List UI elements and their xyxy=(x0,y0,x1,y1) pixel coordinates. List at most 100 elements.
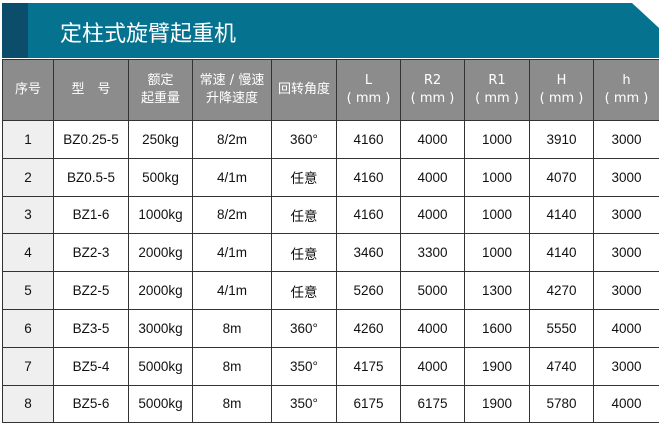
header-label: 额定 xyxy=(147,73,174,88)
table-cell: 5550 xyxy=(529,308,594,348)
header-label: ( mm ) xyxy=(539,91,584,106)
table-cell: 1900 xyxy=(464,384,530,424)
header-label: 起重量 xyxy=(140,91,180,106)
column-header: H ( mm ) xyxy=(529,59,594,121)
header-label: L xyxy=(364,73,373,88)
table-cell: 8m xyxy=(192,308,272,348)
table-cell: 350° xyxy=(271,384,337,424)
table-cell: 3910 xyxy=(529,120,594,159)
column-header: 序号 xyxy=(2,59,54,121)
page-title: 定柱式旋臂起重机 xyxy=(60,22,237,47)
title-banner: 定柱式旋臂起重机 xyxy=(2,3,659,58)
banner-strip xyxy=(2,3,28,58)
table-cell: 3000kg xyxy=(128,308,193,348)
table-cell: 2000kg xyxy=(128,271,193,310)
table-cell: 5000kg xyxy=(128,384,193,424)
table-cell: BZ0.5-5 xyxy=(53,157,129,197)
table-cell: 4 xyxy=(2,233,54,273)
table-cell: 4175 xyxy=(336,346,401,386)
table-cell: BZ5-6 xyxy=(53,384,129,424)
table-cell: 4000 xyxy=(593,308,659,348)
table-cell: 3000 xyxy=(593,157,659,197)
table-cell: 1300 xyxy=(464,271,530,310)
table-cell: 4260 xyxy=(336,308,401,348)
column-header: 回转角度 xyxy=(271,59,337,121)
column-header: h ( mm ) xyxy=(593,59,659,121)
table-cell: 1900 xyxy=(464,346,530,386)
table-cell: 6175 xyxy=(336,384,401,424)
header-label: 型 号 xyxy=(71,82,111,97)
table-cell: 4000 xyxy=(400,346,465,386)
table-cell: 4270 xyxy=(529,271,594,310)
table-cell: 4070 xyxy=(529,157,594,197)
table-cell: 6175 xyxy=(400,384,465,424)
table-cell: BZ0.25-5 xyxy=(53,120,129,159)
column-header: 型 号 xyxy=(53,59,129,121)
table-cell: BZ2-5 xyxy=(53,271,129,310)
table-row: 8 BZ5-6 5000kg 8m 350° 6175 6175 1900 5780 4000 xyxy=(2,384,659,424)
table-cell: 任意 xyxy=(271,157,337,197)
table-cell: 360° xyxy=(271,120,337,159)
table-cell: 1000 xyxy=(464,233,530,273)
table-row: 2 BZ0.5-5 500kg 4/1m 任意 4160 4000 1000 4070 3000 xyxy=(2,157,659,197)
table-row: 5 BZ2-5 2000kg 4/1m 任意 5260 5000 1300 4270 3000 xyxy=(2,271,659,310)
table-cell: 8m xyxy=(192,346,272,386)
table-cell: 任意 xyxy=(271,233,337,273)
header-label: 常速 / 慢速 xyxy=(199,73,265,88)
table-cell: 3460 xyxy=(336,233,401,273)
table-cell: 8 xyxy=(2,384,54,424)
table-cell: 3000 xyxy=(593,195,659,235)
header-label: ( mm ) xyxy=(604,91,649,106)
table-cell: 3 xyxy=(2,195,54,235)
table-row: 6 BZ3-5 3000kg 8m 360° 4260 4000 1600 5550 4000 xyxy=(2,308,659,348)
table-cell: 5 xyxy=(2,271,54,310)
table-cell: 5260 xyxy=(336,271,401,310)
table-cell: 1000kg xyxy=(128,195,193,235)
table-cell: 任意 xyxy=(271,271,337,310)
table-cell: 4740 xyxy=(529,346,594,386)
table-cell: 4160 xyxy=(336,157,401,197)
header-label: R1 xyxy=(488,73,506,88)
column-header: 额定 起重量 xyxy=(128,59,193,121)
table-cell: 4000 xyxy=(400,157,465,197)
table-cell: 3000 xyxy=(593,346,659,386)
table-cell: 8/2m xyxy=(192,195,272,235)
table-cell: 4000 xyxy=(400,308,465,348)
table-cell: 5000 xyxy=(400,271,465,310)
table-cell: 4160 xyxy=(336,120,401,159)
table-cell: 4000 xyxy=(400,120,465,159)
table-cell: 4140 xyxy=(529,233,594,273)
table-cell: 8/2m xyxy=(192,120,272,159)
table-cell: 4/1m xyxy=(192,157,272,197)
column-header: R2 ( mm ) xyxy=(400,59,465,121)
table-cell: 4000 xyxy=(400,195,465,235)
table-cell: 4/1m xyxy=(192,233,272,273)
header-row: 序号型 号额定 起重量 常速 / 慢速 升降速度 回转角度 L( mm ) R2( mm )… xyxy=(2,59,659,121)
table-cell: 8m xyxy=(192,384,272,424)
column-header: L ( mm ) xyxy=(336,59,401,121)
table-cell: BZ5-4 xyxy=(53,346,129,386)
header-label: 序号 xyxy=(14,82,41,97)
table-row: 7 BZ5-4 5000kg 8m 350° 4175 4000 1900 4740 3000 xyxy=(2,346,659,386)
table-cell: 4140 xyxy=(529,195,594,235)
header-label: H xyxy=(556,73,567,88)
table-cell: 3000 xyxy=(593,271,659,310)
table-cell: 5780 xyxy=(529,384,594,424)
table-cell: 250kg xyxy=(128,120,193,159)
spec-table: 序号型 号额定 起重量 常速 / 慢速 升降速度 回转角度 L( mm ) R2( mm )… xyxy=(2,59,659,424)
table-cell: 4/1m xyxy=(192,271,272,310)
table-cell: 350° xyxy=(271,346,337,386)
header-label: 升降速度 xyxy=(205,91,258,106)
table-cell: 1 xyxy=(2,120,54,159)
table-cell: 3000 xyxy=(593,233,659,273)
table-cell: 3300 xyxy=(400,233,465,273)
table-cell: BZ3-5 xyxy=(53,308,129,348)
header-label: 回转角度 xyxy=(277,82,330,97)
header-label: ( mm ) xyxy=(475,91,519,106)
table-cell: 1000 xyxy=(464,120,530,159)
header-label: ( mm ) xyxy=(346,91,391,106)
table-cell: 360° xyxy=(271,308,337,348)
header-label: ( mm ) xyxy=(410,91,455,106)
table-cell: 500kg xyxy=(128,157,193,197)
header-label: h xyxy=(622,73,631,88)
